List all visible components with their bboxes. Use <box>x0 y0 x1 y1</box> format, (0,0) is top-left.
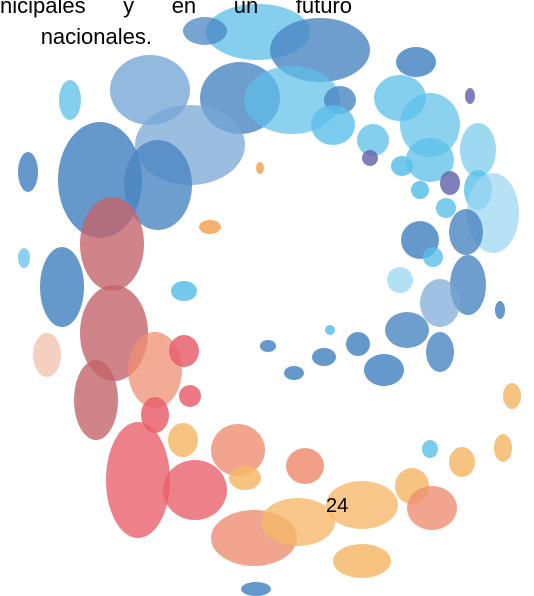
decor-ellipse <box>311 105 355 145</box>
decor-ellipse <box>407 486 457 530</box>
decor-ellipse <box>426 332 454 372</box>
page-number: 24 <box>326 495 349 517</box>
decor-ellipse <box>256 162 264 174</box>
decor-ellipse <box>183 17 227 45</box>
decor-ellipse <box>74 360 118 440</box>
decor-ellipse <box>495 301 505 319</box>
decor-ellipse <box>169 335 199 367</box>
decor-ellipse <box>346 332 370 356</box>
decor-ellipse <box>179 385 201 407</box>
decor-ellipse <box>385 312 429 348</box>
decor-ellipse <box>460 123 496 177</box>
decor-ellipse <box>440 171 460 195</box>
decor-ellipse <box>261 498 335 546</box>
decor-ellipse <box>312 348 336 366</box>
decor-ellipse <box>449 447 475 477</box>
decor-ellipse <box>171 281 197 301</box>
decor-ellipse <box>326 481 398 529</box>
decor-ellipse <box>411 181 429 199</box>
decor-ellipse <box>325 325 335 335</box>
decor-ellipse <box>449 209 483 255</box>
decor-ellipse <box>59 80 81 120</box>
decor-ellipse <box>396 47 436 77</box>
decor-ellipse <box>286 448 324 484</box>
decor-ellipse <box>357 124 389 156</box>
decor-ellipse <box>124 140 192 230</box>
decor-ellipse <box>229 466 261 490</box>
decor-ellipse <box>400 93 460 157</box>
decor-ellipse <box>106 422 170 538</box>
decor-ellipse <box>199 220 221 234</box>
decor-ellipse <box>270 18 370 82</box>
decor-ellipse <box>241 582 271 596</box>
decor-ellipse <box>333 544 391 578</box>
decor-ellipse <box>406 138 454 182</box>
decor-ellipse <box>503 383 521 409</box>
body-text-line-2: nacionales. <box>40 24 152 49</box>
decor-ellipse <box>423 247 443 267</box>
decor-ellipse <box>80 197 144 291</box>
decor-ellipse <box>284 366 304 380</box>
decor-ellipse <box>465 88 475 104</box>
decor-ellipse <box>163 460 227 520</box>
decor-ellipse <box>260 340 276 352</box>
decor-ellipse <box>387 267 413 293</box>
decor-ellipse <box>128 332 182 408</box>
decor-ellipse <box>141 397 169 433</box>
decor-ellipse <box>364 354 404 386</box>
decor-ellipse <box>211 424 265 476</box>
decor-ellipse <box>422 440 438 458</box>
decor-ellipse <box>362 150 378 166</box>
body-text-line-1: nicipales y en un futuro <box>0 0 352 18</box>
decor-ellipse <box>40 247 84 327</box>
decor-ellipse <box>494 434 512 462</box>
decor-ellipse <box>18 152 38 192</box>
decor-ellipse <box>33 333 61 377</box>
decor-ellipse <box>18 248 30 268</box>
decor-ellipse <box>110 55 190 125</box>
decor-ellipse <box>420 279 460 327</box>
decor-ellipse <box>168 423 198 457</box>
decor-ellipse <box>436 198 456 218</box>
